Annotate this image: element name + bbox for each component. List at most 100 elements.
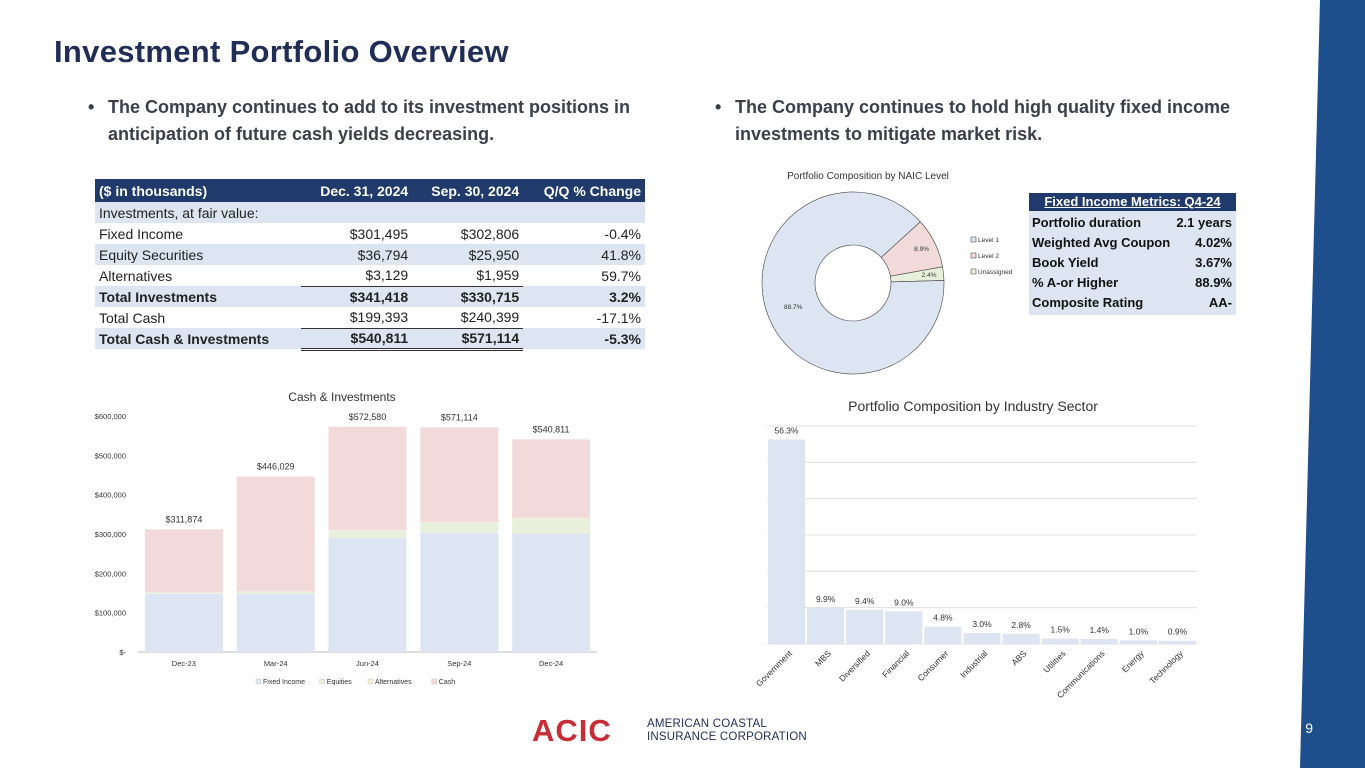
y-tick-label: $- [119, 648, 126, 657]
bar-segment-equities [236, 591, 315, 594]
legend-swatch [367, 678, 374, 685]
bar-segment-cash [144, 529, 223, 593]
table-row: Equity Securities $36,794 $25,950 41.8% [95, 244, 645, 265]
decorative-band [1250, 0, 1365, 768]
metrics-title: Fixed Income Metrics: Q4-24 [1029, 193, 1236, 211]
bar-segment-fixed-income [512, 533, 591, 652]
table-row-total: Total Investments $341,418 $330,715 3.2% [95, 285, 645, 307]
cell-dec: $3,129 [365, 267, 409, 284]
bar-total-label: $540,811 [533, 424, 570, 434]
row-label: Fixed Income [99, 225, 184, 242]
slice-label: 2.4% [922, 272, 937, 279]
cell-dec: $341,418 [301, 285, 413, 307]
metric-value: 2.1 years [1176, 215, 1232, 230]
industry-sector-chart: Portfolio Composition by Industry Sector… [754, 398, 1197, 700]
row-label: Total Cash [99, 309, 166, 326]
x-tick-label: MBS [813, 648, 833, 668]
table-row: Total Cash $199,393 $240,399 -17.1% [95, 307, 645, 328]
row-label: Total Cash & Investments [95, 328, 302, 349]
sector-bar [846, 609, 884, 644]
x-tick-label: Dec-23 [172, 659, 196, 668]
investments-table: ($ in thousands) Dec. 31, 2024 Sep. 30, … [95, 179, 645, 351]
cell-change: -0.4% [604, 225, 641, 242]
chart-title: Cash & Investments [288, 390, 395, 404]
metric-label: Weighted Avg Coupon [1032, 235, 1171, 250]
legend-swatch [970, 236, 977, 243]
bar-segment-cash [420, 427, 499, 522]
cell-sep: $571,114 [412, 327, 524, 351]
y-tick-label: $600,000 [95, 412, 126, 421]
chart-title: Portfolio Composition by NAIC Level [787, 171, 949, 182]
table-row: Fixed Income $301,495 $302,806 -0.4% [95, 223, 645, 244]
logo-name: AMERICAN COASTAL INSURANCE CORPORATION [647, 718, 807, 744]
legend-swatch [970, 252, 977, 259]
x-tick-label: Consumer [916, 648, 951, 683]
bar-value-label: 9.4% [855, 596, 875, 606]
bar-segment-alternatives [420, 521, 499, 523]
sector-bar [1041, 638, 1079, 644]
x-tick-label: Jun-24 [356, 659, 379, 668]
legend-swatch [970, 268, 977, 275]
bar-value-label: 56.3% [774, 425, 799, 435]
sector-bar [1080, 638, 1118, 644]
x-tick-label: Energy [1120, 648, 1147, 675]
bar-segment-alternatives [512, 517, 591, 519]
slice-label: 88.7% [784, 304, 803, 311]
bar-segment-cash [512, 439, 591, 518]
metric-row: Book Yield 3.67% [1032, 253, 1232, 273]
bar-value-label: 3.0% [972, 619, 992, 629]
cell-sep: $25,950 [412, 244, 524, 265]
row-label: Total Investments [95, 286, 302, 307]
cell-dec: $301,495 [349, 225, 409, 242]
row-label: Investments, at fair value: [95, 202, 302, 223]
bullet-right-text: The Company continues to hold high quali… [735, 97, 1231, 144]
bar-segment-equities [328, 530, 407, 538]
legend-label: Unassigned [978, 269, 1013, 276]
cell-change: -17.1% [596, 309, 641, 326]
metric-label: Book Yield [1032, 255, 1099, 270]
y-tick-label: $200,000 [95, 569, 126, 578]
sector-bar [767, 439, 806, 644]
bullet-right: • The Company continues to hold high qua… [715, 94, 1235, 148]
bar-total-label: $311,874 [165, 514, 202, 524]
bar-value-label: 9.0% [894, 597, 914, 607]
legend-label: Level 1 [978, 237, 999, 244]
logo-line2: INSURANCE CORPORATION [647, 731, 807, 743]
legend-swatch [431, 678, 438, 685]
table-row-total: Total Cash & Investments $540,811 $571,1… [95, 327, 645, 351]
sector-bar [924, 626, 962, 644]
metric-value: 4.02% [1195, 235, 1232, 250]
bullet-marker: • [715, 97, 722, 117]
sector-bar [963, 633, 1001, 644]
metric-label: Portfolio duration [1032, 215, 1142, 230]
x-tick-label: Diversified [837, 648, 872, 683]
y-tick-label: $400,000 [95, 491, 126, 500]
cell-change: -5.3% [523, 328, 645, 349]
cell-change [523, 202, 645, 223]
x-tick-label: Utilities [1041, 648, 1067, 674]
cash-investments-chart: Cash & Investments $- $100,000 $200,000 $300… [95, 390, 597, 686]
sector-bar [807, 608, 845, 644]
bar-value-label: 2.8% [1011, 620, 1031, 630]
table-row: Investments, at fair value: [95, 202, 645, 223]
metric-value: AA- [1208, 295, 1232, 310]
logo-line1: AMERICAN COASTAL [647, 718, 767, 730]
legend-label: Cash [439, 679, 455, 686]
cell-dec: $36,794 [301, 244, 413, 265]
table-header: Q/Q % Change [523, 179, 645, 202]
x-tick-label: Mar-24 [264, 659, 288, 668]
table-header-row: ($ in thousands) Dec. 31, 2024 Sep. 30, … [95, 179, 645, 202]
metric-row: Portfolio duration 2.1 years [1032, 213, 1232, 233]
cell-dec: $199,393 [349, 309, 409, 326]
row-label: Equity Securities [95, 244, 302, 265]
sector-bar [1119, 640, 1157, 644]
bar-value-label: 0.9% [1168, 627, 1188, 637]
chart-title: Portfolio Composition by Industry Sector [848, 398, 1098, 414]
x-tick-label: Government [754, 648, 795, 689]
cell-dec: $540,811 [301, 327, 413, 351]
bar-segment-cash [328, 426, 407, 531]
legend-label: Equities [327, 679, 352, 686]
metric-label: Composite Rating [1032, 295, 1144, 310]
bar-value-label: 1.5% [1050, 625, 1070, 635]
x-tick-label: ABS [1009, 648, 1028, 667]
